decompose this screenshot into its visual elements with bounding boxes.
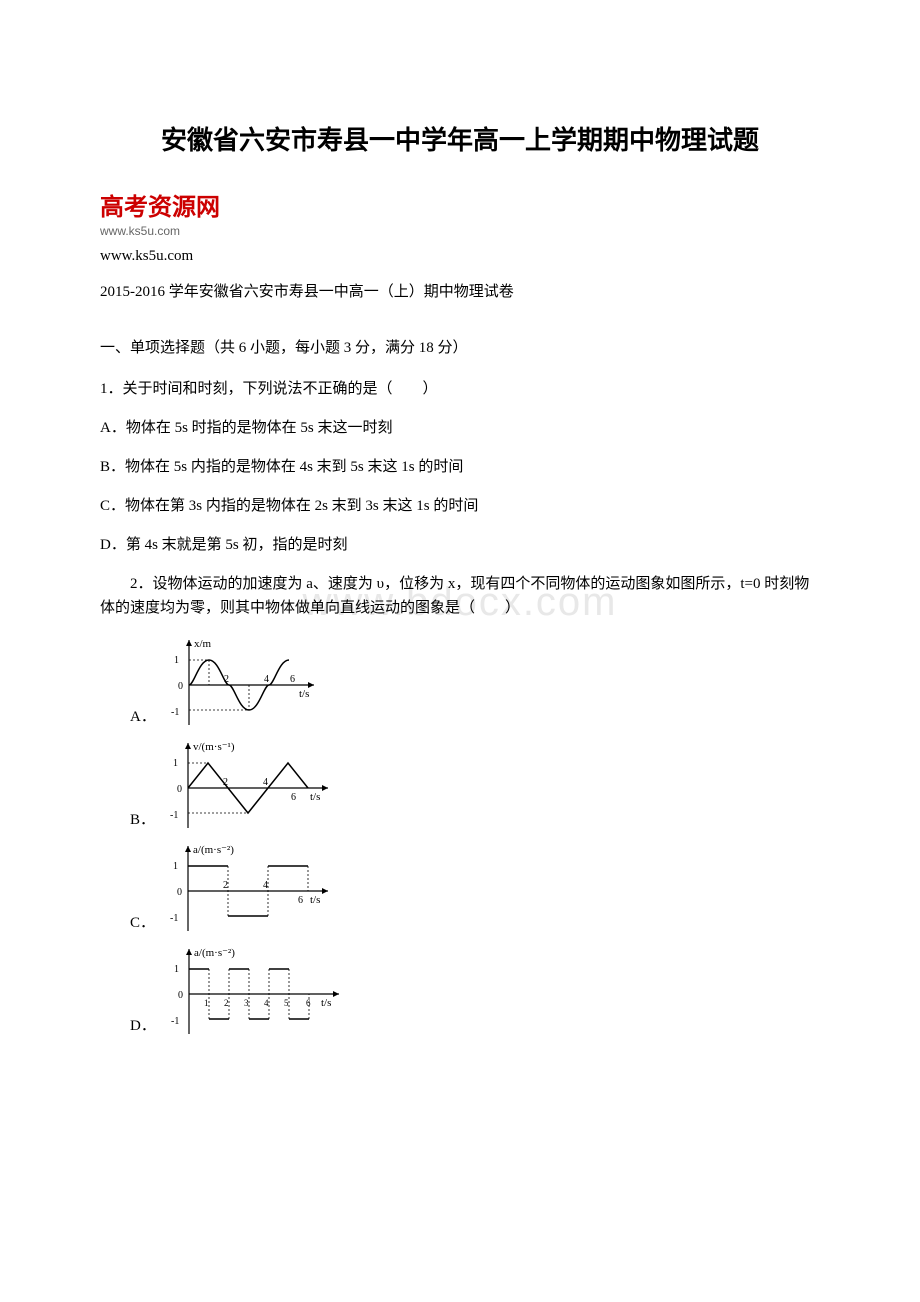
graph-c: a/(m·s⁻²) t/s 1 0 -1 2 4 6 — [163, 841, 338, 936]
q1-option-c: C．物体在第 3s 内指的是物体在 2s 末到 3s 末这 1s 的时间 — [100, 494, 820, 518]
q2-label-a: A． — [130, 705, 156, 730]
svg-text:x/m: x/m — [194, 638, 212, 650]
svg-text:4: 4 — [264, 674, 269, 685]
svg-text:-1: -1 — [170, 810, 178, 821]
q1-option-a: A．物体在 5s 时指的是物体在 5s 末这一时刻 — [100, 416, 820, 440]
q2-label-c: C． — [130, 911, 155, 936]
svg-text:5: 5 — [284, 998, 289, 1008]
svg-text:2: 2 — [223, 777, 228, 788]
svg-text:4: 4 — [264, 998, 269, 1008]
graph-d: a/(m·s⁻²) t/s 1 0 -1 1 2 3 4 — [164, 944, 349, 1039]
svg-text:1: 1 — [204, 998, 209, 1008]
q2-label-b: B． — [130, 808, 155, 833]
svg-text:2: 2 — [224, 674, 229, 685]
q2-option-d: D． a/(m·s⁻²) t/s 1 0 -1 — [130, 944, 820, 1039]
svg-text:4: 4 — [263, 777, 268, 788]
svg-text:0: 0 — [177, 784, 182, 795]
logo-sub: www.ks5u.com — [100, 224, 820, 238]
subtitle: 2015-2016 学年安徽省六安市寿县一中高一（上）期中物理试卷 — [100, 280, 820, 301]
svg-text:0: 0 — [177, 887, 182, 898]
page-title: 安徽省六安市寿县一中学年高一上学期期中物理试题 — [100, 120, 820, 157]
q2-stem: 2．设物体运动的加速度为 a、速度为 υ，位移为 x，现有四个不同物体的运动图象… — [70, 572, 820, 620]
svg-text:a/(m·s⁻²): a/(m·s⁻²) — [193, 844, 234, 856]
svg-text:1: 1 — [174, 655, 179, 666]
svg-text:-1: -1 — [170, 913, 178, 924]
svg-text:1: 1 — [173, 861, 178, 872]
svg-text:0: 0 — [178, 990, 183, 1001]
q2-label-d: D． — [130, 1014, 156, 1039]
section-header: 一、单项选择题（共 6 小题，每小题 3 分，满分 18 分） — [100, 336, 820, 357]
svg-text:4: 4 — [263, 880, 268, 891]
q2-option-c: C． a/(m·s⁻²) t/s 1 0 -1 2 4 6 — [130, 841, 820, 936]
svg-text:t/s: t/s — [299, 688, 309, 700]
logo-text: 高考资源网 — [100, 187, 820, 222]
svg-text:-1: -1 — [171, 707, 179, 718]
svg-text:t/s: t/s — [310, 791, 320, 803]
graph-b: v/(m·s⁻¹) t/s 1 0 -1 2 4 6 — [163, 738, 338, 833]
svg-text:t/s: t/s — [321, 997, 331, 1009]
url-line: www.ks5u.com — [100, 248, 820, 265]
svg-text:2: 2 — [223, 880, 228, 891]
svg-text:6: 6 — [306, 998, 311, 1008]
q2-option-b: B． v/(m·s⁻¹) t/s 1 0 -1 2 4 6 — [130, 738, 820, 833]
svg-text:1: 1 — [173, 758, 178, 769]
svg-text:v/(m·s⁻¹): v/(m·s⁻¹) — [193, 741, 235, 753]
svg-text:6: 6 — [298, 895, 303, 906]
svg-text:t/s: t/s — [310, 894, 320, 906]
svg-text:6: 6 — [290, 674, 295, 685]
svg-text:0: 0 — [178, 681, 183, 692]
svg-text:-1: -1 — [171, 1016, 179, 1027]
q1-stem: 1．关于时间和时刻，下列说法不正确的是（ ） — [100, 377, 820, 401]
q2-option-a: A． x/m t/s 1 0 -1 2 4 6 — [130, 635, 820, 730]
graph-a: x/m t/s 1 0 -1 2 4 6 — [164, 635, 319, 730]
logo-block: 高考资源网 www.ks5u.com — [100, 187, 820, 238]
svg-text:2: 2 — [224, 998, 229, 1008]
svg-text:a/(m·s⁻²): a/(m·s⁻²) — [194, 947, 235, 959]
q1-option-b: B．物体在 5s 内指的是物体在 4s 末到 5s 末这 1s 的时间 — [100, 455, 820, 479]
svg-text:1: 1 — [174, 964, 179, 975]
svg-text:6: 6 — [291, 792, 296, 803]
svg-text:3: 3 — [244, 998, 249, 1008]
q1-option-d: D．第 4s 末就是第 5s 初，指的是时刻 — [100, 533, 820, 557]
